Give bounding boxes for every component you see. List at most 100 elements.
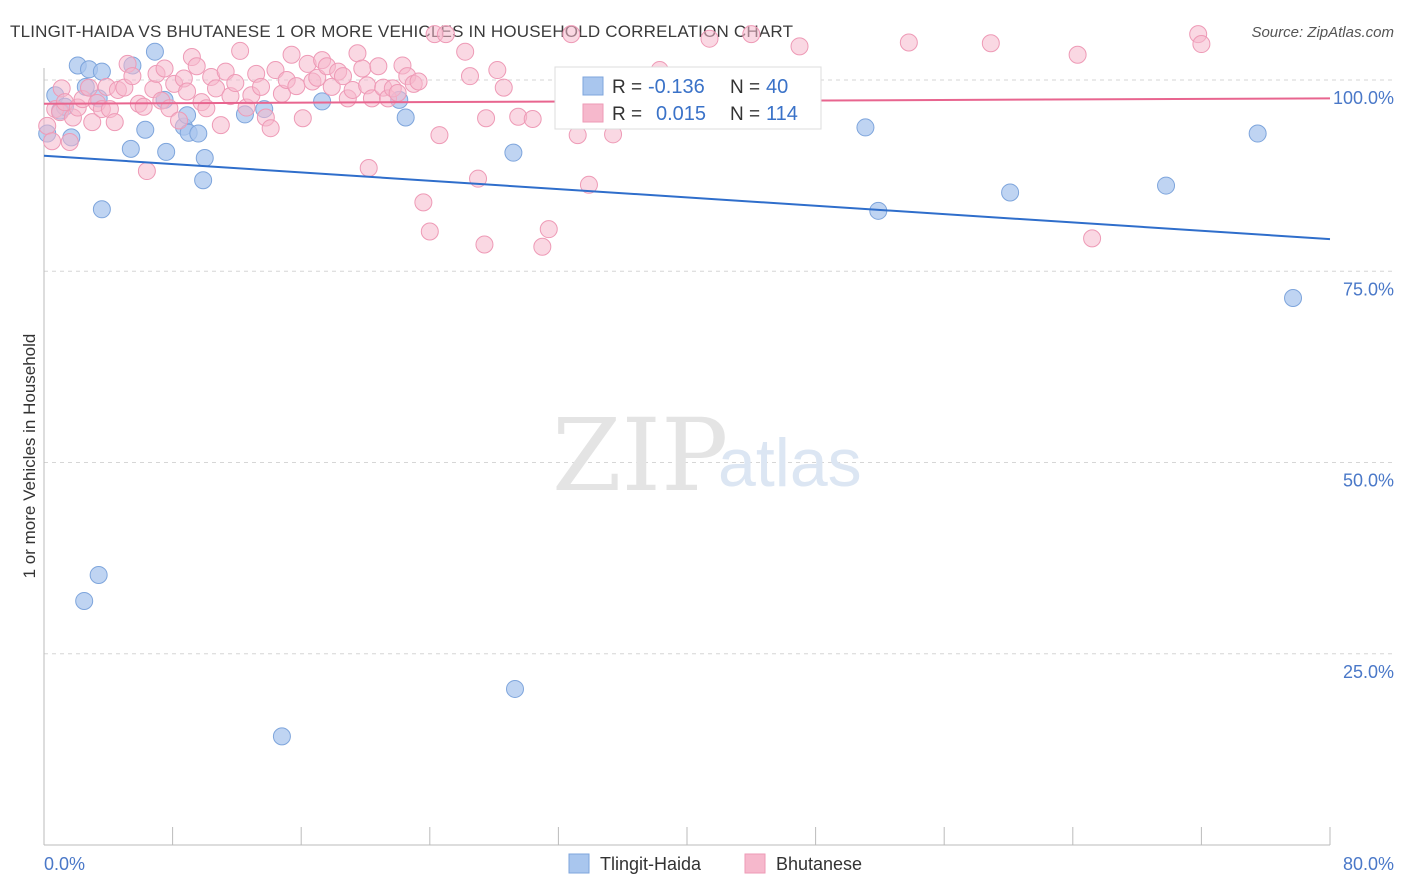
watermark-zip: ZIP bbox=[552, 397, 728, 514]
correlation-legend: R = -0.136 N = 40 R = 0.015 N = 114 bbox=[554, 66, 822, 130]
point-bhutanese-54 bbox=[287, 77, 306, 96]
point-bhutanese-63 bbox=[333, 67, 352, 86]
legend-swatch-pink bbox=[582, 103, 604, 123]
point-bhutanese-16 bbox=[105, 113, 124, 132]
point-bhutanese-83 bbox=[436, 25, 455, 44]
chart-source: Source: ZipAtlas.com bbox=[1251, 24, 1394, 41]
point-bhutanese-109 bbox=[1083, 229, 1102, 248]
legend-n-value-2: 114 bbox=[766, 103, 798, 125]
point-bhutanese-40 bbox=[216, 62, 235, 81]
chart-title: TLINGIT-HAIDA VS BHUTANESE 1 OR MORE VEH… bbox=[10, 22, 794, 41]
point-bhutanese-39 bbox=[211, 116, 230, 135]
point-bhutanese-67 bbox=[353, 59, 372, 78]
point-tlingit-haida-9 bbox=[92, 200, 111, 219]
point-tlingit-haida-22 bbox=[194, 171, 213, 190]
point-bhutanese-91 bbox=[523, 110, 542, 129]
legend-r-value-2: 0.015 bbox=[656, 103, 706, 125]
point-bhutanese-87 bbox=[475, 235, 494, 254]
legend-r-value-1: -0.136 bbox=[648, 76, 705, 98]
point-tlingit-haida-34 bbox=[1157, 176, 1176, 195]
bottom-legend-swatch-blue bbox=[568, 853, 590, 874]
point-bhutanese-43 bbox=[231, 41, 250, 60]
point-bhutanese-107 bbox=[981, 34, 1000, 53]
point-tlingit-haida-29 bbox=[505, 679, 524, 698]
point-bhutanese-79 bbox=[414, 193, 433, 212]
point-bhutanese-113 bbox=[477, 109, 496, 128]
series-legend: Tlingit-Haida Bhutanese bbox=[568, 853, 862, 874]
point-bhutanese-89 bbox=[494, 78, 513, 97]
point-tlingit-haida-38 bbox=[75, 591, 94, 610]
point-bhutanese-0 bbox=[38, 116, 57, 135]
point-tlingit-haida-14 bbox=[136, 120, 155, 139]
y-tick-label-75: 75.0% bbox=[1343, 279, 1394, 299]
point-bhutanese-20 bbox=[123, 67, 142, 86]
point-bhutanese-74 bbox=[388, 84, 407, 103]
point-bhutanese-10 bbox=[80, 78, 99, 97]
point-tlingit-haida-39 bbox=[313, 92, 332, 111]
legend-swatch-blue bbox=[582, 76, 604, 96]
watermark: ZIP atlas bbox=[552, 397, 862, 514]
point-tlingit-haida-28 bbox=[504, 143, 523, 162]
point-bhutanese-70 bbox=[369, 57, 388, 76]
point-bhutanese-105 bbox=[790, 37, 809, 56]
y-tick-label-50: 50.0% bbox=[1343, 471, 1394, 491]
point-bhutanese-50 bbox=[266, 61, 285, 80]
bottom-legend-label-1: Tlingit-Haida bbox=[600, 854, 702, 874]
point-bhutanese-94 bbox=[562, 25, 581, 44]
point-bhutanese-47 bbox=[252, 77, 271, 96]
point-bhutanese-6 bbox=[60, 132, 79, 151]
point-bhutanese-112 bbox=[359, 158, 378, 177]
point-tlingit-haida-27 bbox=[272, 727, 291, 746]
point-bhutanese-55 bbox=[293, 109, 312, 128]
point-bhutanese-11 bbox=[83, 113, 102, 132]
point-tlingit-haida-21 bbox=[189, 124, 208, 143]
point-tlingit-haida-15 bbox=[145, 42, 164, 61]
point-tlingit-haida-33 bbox=[1001, 183, 1020, 202]
axes bbox=[43, 68, 1331, 846]
series-tlingit-haida bbox=[38, 42, 1303, 746]
point-bhutanese-93 bbox=[539, 220, 558, 239]
y-tick-labels: 25.0% 50.0% 75.0% 100.0% bbox=[1333, 88, 1394, 682]
point-tlingit-haida-11 bbox=[92, 62, 111, 81]
point-bhutanese-30 bbox=[170, 111, 189, 130]
point-bhutanese-23 bbox=[137, 162, 156, 181]
gridlines bbox=[44, 79, 1392, 655]
y-tick-label-100: 100.0% bbox=[1333, 88, 1394, 108]
point-bhutanese-66 bbox=[348, 44, 367, 63]
point-bhutanese-53 bbox=[282, 45, 301, 64]
series-bhutanese bbox=[38, 25, 1211, 256]
legend-n-value-1: 40 bbox=[766, 76, 788, 98]
point-bhutanese-38 bbox=[207, 79, 226, 98]
data-points bbox=[38, 25, 1303, 746]
point-bhutanese-106 bbox=[899, 33, 918, 52]
point-tlingit-haida-12 bbox=[121, 139, 140, 158]
point-tlingit-haida-36 bbox=[1284, 289, 1303, 308]
point-bhutanese-104 bbox=[742, 25, 761, 44]
trend-line-tlingit-haida bbox=[43, 154, 1331, 241]
legend-r-label-1: R = bbox=[612, 77, 642, 98]
watermark-atlas: atlas bbox=[718, 425, 862, 501]
point-tlingit-haida-26 bbox=[396, 108, 415, 127]
bottom-legend-swatch-pink bbox=[744, 853, 766, 874]
bottom-legend-label-2: Bhutanese bbox=[776, 854, 862, 874]
x-tick-label-right: 80.0% bbox=[1343, 854, 1394, 874]
point-tlingit-haida-31 bbox=[856, 118, 875, 137]
point-bhutanese-58 bbox=[308, 68, 327, 87]
point-bhutanese-111 bbox=[1192, 35, 1211, 54]
y-tick-label-25: 25.0% bbox=[1343, 662, 1394, 682]
point-bhutanese-85 bbox=[460, 67, 479, 86]
point-bhutanese-96 bbox=[579, 175, 598, 194]
x-tick-label-left: 0.0% bbox=[44, 854, 85, 874]
point-bhutanese-82 bbox=[430, 126, 449, 145]
point-bhutanese-1 bbox=[43, 132, 62, 151]
point-bhutanese-108 bbox=[1068, 45, 1087, 64]
point-bhutanese-42 bbox=[226, 74, 245, 93]
point-bhutanese-103 bbox=[700, 29, 719, 48]
point-bhutanese-22 bbox=[134, 97, 153, 116]
point-bhutanese-88 bbox=[488, 61, 507, 80]
point-tlingit-haida-17 bbox=[157, 142, 176, 161]
legend-r-label-2: R = bbox=[612, 104, 642, 125]
legend-n-label-1: N = bbox=[730, 77, 760, 98]
point-bhutanese-84 bbox=[456, 42, 475, 61]
